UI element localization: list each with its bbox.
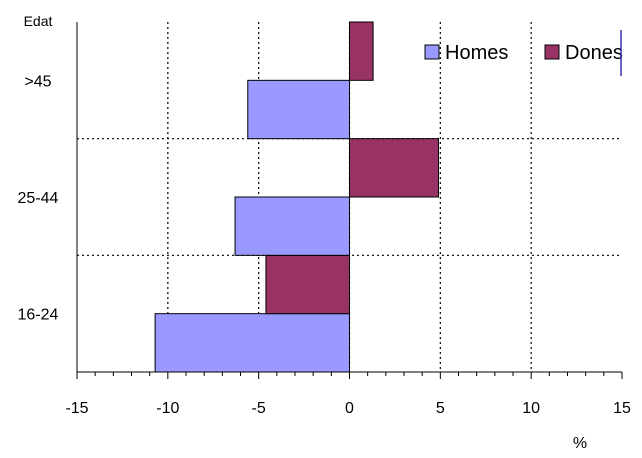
category-label: 16-24 [18,307,59,324]
x-axis-title: % [573,435,587,452]
bar-dones-0 [265,254,350,315]
bar-homes-1 [234,196,350,256]
bar-dones-2 [349,21,374,81]
axes [76,22,623,379]
x-tick-label: -15 [65,400,88,417]
bar-homes-0 [154,313,350,373]
x-tick-label: 15 [613,400,631,417]
legend-swatch-homes [424,44,440,60]
legend: Homes Dones [424,30,623,76]
labels: -15 -10 -5 0 5 10 15 16-24 25-44 >45 Edat% [18,13,631,452]
bar-dones-1 [349,138,440,198]
bars [154,21,440,373]
legend-swatch-dones [544,44,560,60]
bar-homes-2 [247,79,350,140]
x-tick-label: 5 [436,400,445,417]
y-axis-title: Edat [24,13,53,29]
category-label: >45 [24,73,51,90]
x-tick-label: 0 [345,400,354,417]
x-tick-label: -10 [156,400,179,417]
legend-label-dones: Dones [565,42,623,64]
x-tick-label: -5 [252,400,266,417]
legend-label-homes: Homes [445,42,508,64]
x-tick-label: 10 [522,400,540,417]
category-label: 25-44 [18,190,59,207]
